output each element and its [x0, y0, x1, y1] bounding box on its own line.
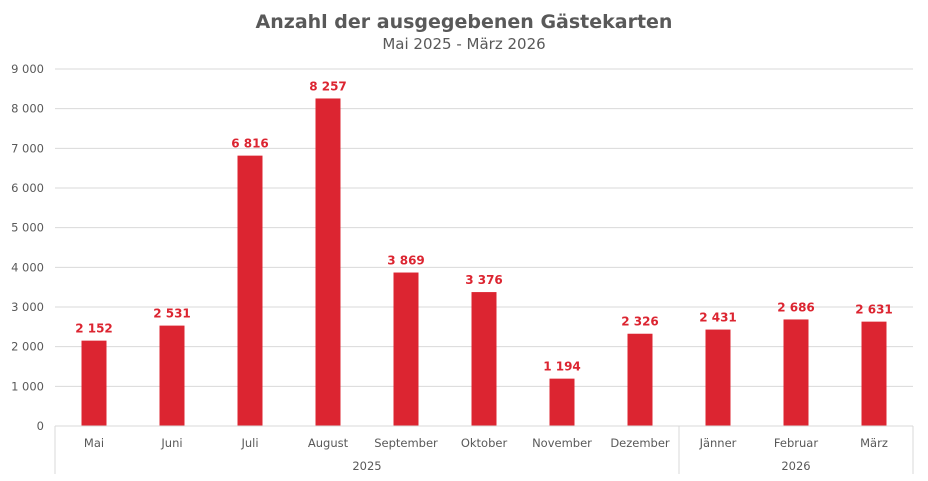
bar: [705, 329, 731, 426]
y-tick-label: 1 000: [11, 379, 44, 393]
bar: [471, 292, 497, 426]
chart-subtitle: Mai 2025 - März 2026: [382, 35, 545, 53]
bar: [393, 272, 419, 426]
y-tick-label: 2 000: [11, 340, 44, 354]
data-label: 3 376: [465, 273, 503, 287]
x-tick-label: November: [532, 436, 592, 450]
data-label: 8 257: [309, 79, 347, 93]
x-tick-label: Dezember: [610, 436, 670, 450]
x-tick-label: Oktober: [461, 436, 508, 450]
y-tick-label: 8 000: [11, 102, 44, 116]
data-label: 2 631: [855, 303, 893, 317]
bar: [237, 155, 263, 426]
bar: [159, 325, 185, 426]
x-tick-label: März: [860, 436, 888, 450]
data-label: 3 869: [387, 254, 425, 268]
x-tick-label: Juni: [160, 436, 182, 450]
data-label: 1 194: [543, 360, 581, 374]
bar: [861, 321, 887, 426]
bar: [627, 333, 653, 426]
y-tick-label: 9 000: [11, 62, 44, 76]
chart-title: Anzahl der ausgegebenen Gästekarten: [256, 11, 673, 33]
x-tick-label: September: [374, 436, 438, 450]
data-label: 6 816: [231, 137, 269, 151]
x-axis: Mai Juni Juli August September Oktober Novembe…: [54, 425, 914, 474]
data-labels: 2 152 2 531 6 816 8 257 3 869 3 376 1 194 2 326…: [75, 79, 893, 373]
bar: [81, 340, 107, 426]
x-group-label: 2026: [781, 459, 810, 473]
y-tick-label: 3 000: [11, 300, 44, 314]
y-tick-label: 0: [37, 419, 44, 433]
data-label: 2 531: [153, 307, 191, 321]
data-label: 2 686: [777, 300, 815, 314]
y-tick-label: 6 000: [11, 181, 44, 195]
x-tick-label: Jänner: [699, 436, 737, 450]
y-tick-label: 5 000: [11, 221, 44, 235]
data-label: 2 152: [75, 322, 113, 336]
bars: [81, 98, 887, 426]
x-tick-label: Mai: [84, 436, 104, 450]
x-tick-label: Juli: [240, 436, 258, 450]
y-axis-ticks: 0 1 000 2 000 3 000 4 000 5 000 6 000 7 000 8 00…: [11, 62, 44, 433]
x-tick-label: Februar: [774, 436, 818, 450]
bar: [315, 98, 341, 426]
data-label: 2 326: [621, 315, 659, 329]
data-label: 2 431: [699, 311, 737, 325]
y-tick-label: 7 000: [11, 141, 44, 155]
x-group-label: 2025: [352, 459, 381, 473]
gridlines: [55, 68, 913, 387]
y-tick-label: 4 000: [11, 260, 44, 274]
x-tick-label: August: [308, 436, 349, 450]
bar: [549, 378, 575, 426]
bar: [783, 319, 809, 426]
